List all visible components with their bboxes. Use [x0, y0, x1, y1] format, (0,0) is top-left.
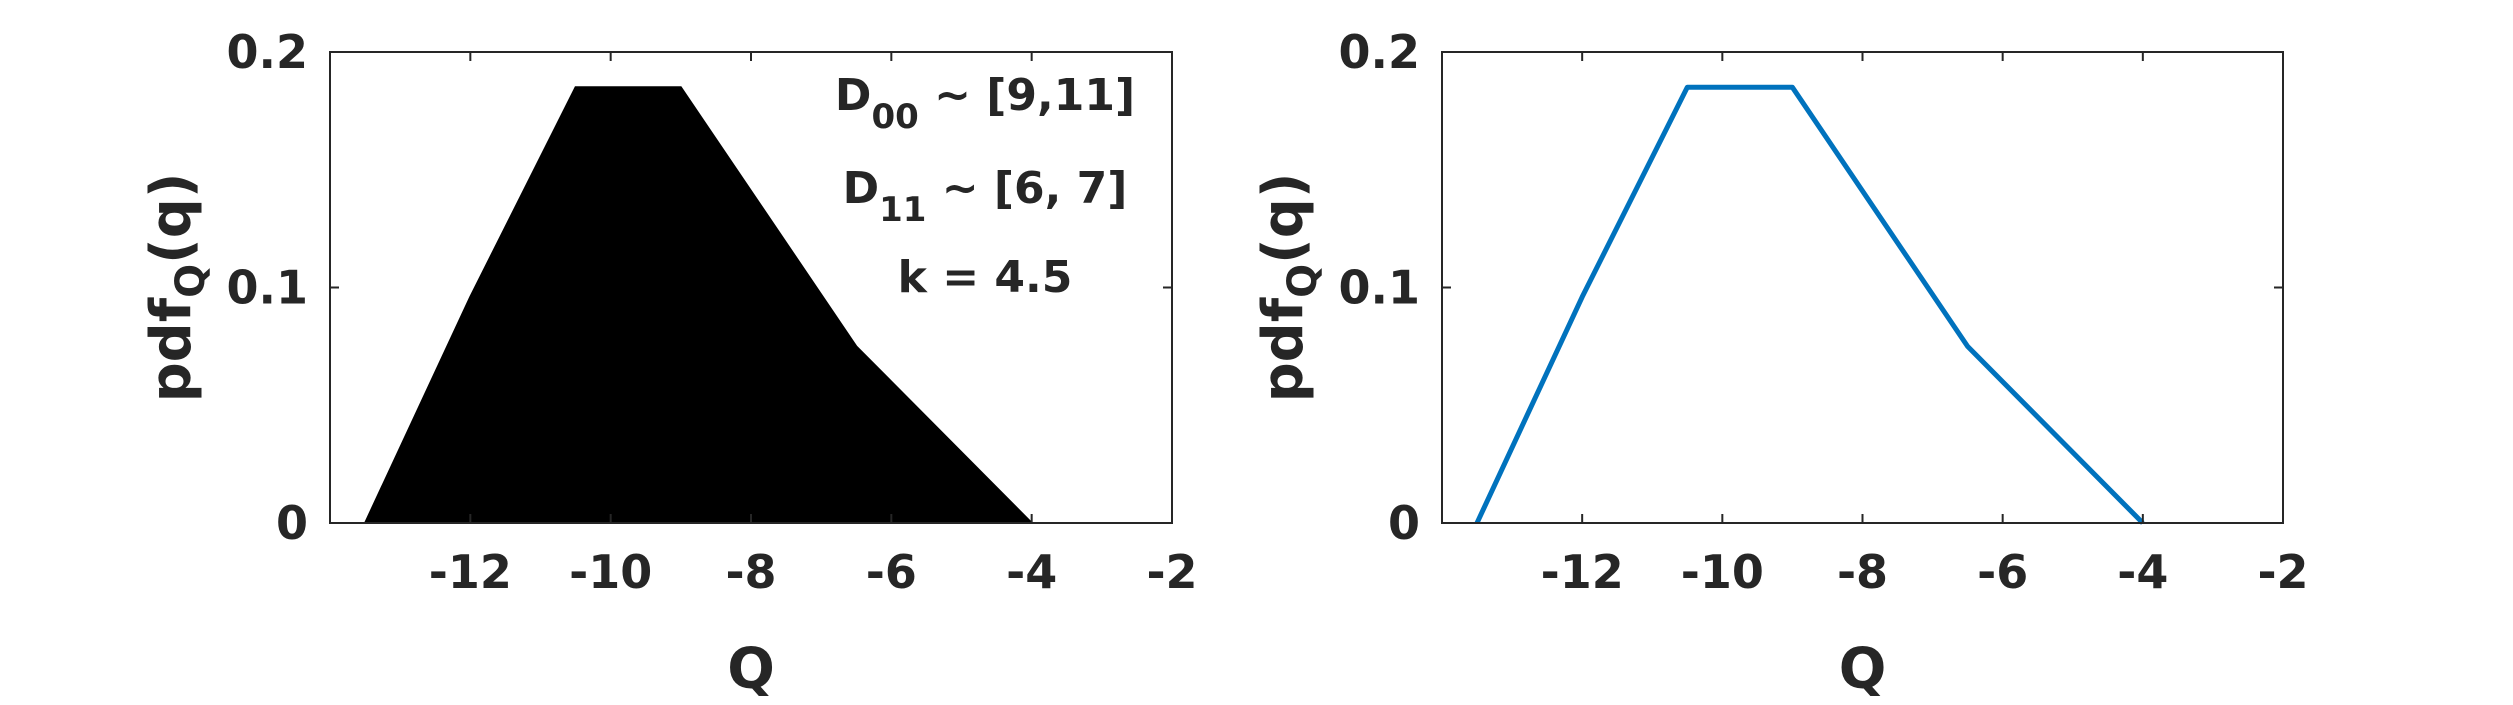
y-label-argument: (q): [139, 173, 204, 264]
y-tick-label: 0: [1388, 496, 1420, 550]
y-tick-label: 0.2: [1339, 25, 1421, 79]
y-tick-label: 0: [276, 496, 308, 550]
y-label-base: pdf: [139, 297, 204, 402]
x-tick-label: -4: [2117, 545, 2168, 599]
x-tick-label: -6: [866, 545, 917, 599]
annotation-rest: ~ [6, 7]: [926, 163, 1127, 214]
annotation-base: D: [843, 163, 880, 214]
x-tick-label: -8: [725, 545, 776, 599]
y-axis-label: pdfQ(q): [139, 173, 214, 403]
x-tick-label: -2: [1146, 545, 1197, 599]
annotation-base: k = 4.5: [898, 252, 1073, 303]
y-label-argument: (q): [1251, 173, 1316, 264]
x-axis-label: Q: [727, 637, 775, 702]
x-axis-label: Q: [1839, 637, 1887, 702]
y-label-subscript: Q: [1280, 264, 1326, 298]
annotation-subscript: 00: [871, 97, 918, 137]
y-tick-label: 0.1: [1339, 261, 1421, 315]
x-tick-label: -10: [569, 545, 652, 599]
y-tick-label: 0.2: [227, 25, 309, 79]
axes-box: [1441, 51, 2284, 524]
annotation-subscript: 11: [879, 190, 926, 230]
annotation-text: D11 ~ [6, 7]: [843, 163, 1128, 230]
annotation-base: D: [835, 70, 872, 121]
y-label-subscript: Q: [168, 264, 214, 298]
x-tick-label: -2: [2257, 545, 2308, 599]
x-tick-label: -12: [429, 545, 512, 599]
pdf-series-line: [1474, 84, 2145, 525]
y-label-base: pdf: [1251, 297, 1316, 402]
y-tick-label: 0.1: [227, 261, 309, 315]
annotation-text: D00 ~ [9,11]: [835, 70, 1135, 137]
y-axis-label: pdfQ(q): [1251, 173, 1326, 403]
pdf-histogram-area: [363, 86, 1035, 524]
annotation-rest: ~ [9,11]: [919, 70, 1135, 121]
x-tick-label: -10: [1681, 545, 1764, 599]
annotation-text: k = 4.5: [898, 252, 1073, 303]
x-tick-label: -6: [1977, 545, 2028, 599]
x-tick-label: -12: [1541, 545, 1624, 599]
x-tick-label: -8: [1837, 545, 1888, 599]
x-tick-label: -4: [1006, 545, 1057, 599]
